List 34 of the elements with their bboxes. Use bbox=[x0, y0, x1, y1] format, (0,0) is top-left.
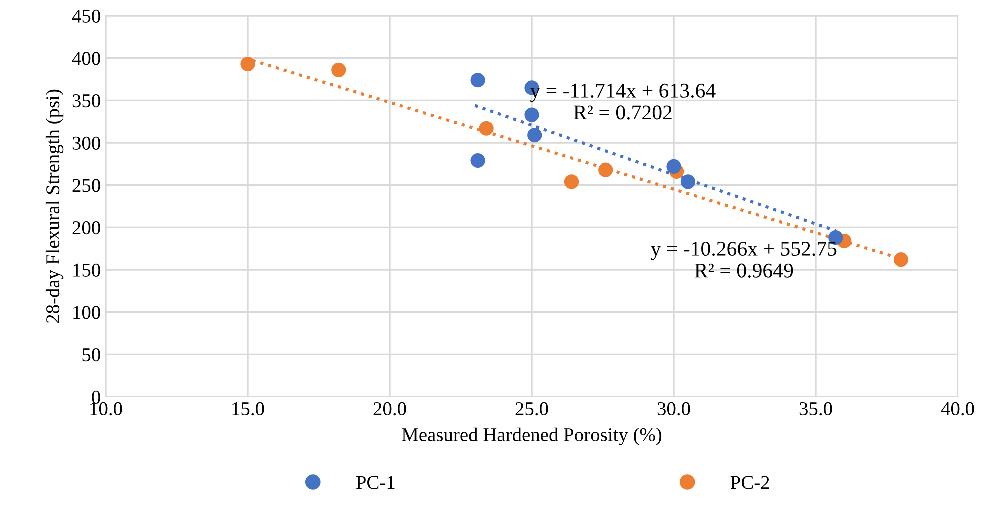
annotation: y = -10.266x + 552.75 R² = 0.9649 bbox=[651, 242, 837, 278]
point bbox=[479, 121, 494, 136]
x-tick-label: 30.0 bbox=[658, 402, 690, 416]
y-tick-label: 150 bbox=[74, 264, 100, 277]
legend-label: PC-1 bbox=[356, 476, 395, 490]
x-tick-label: 15.0 bbox=[232, 402, 264, 416]
y-tick-label: 100 bbox=[74, 306, 100, 320]
legend-label: PC-2 bbox=[730, 476, 770, 490]
x-axis-title: Measured Hardened Porosity (%) bbox=[402, 428, 662, 446]
y-tick-label: 300 bbox=[72, 136, 100, 150]
y-axis-title: 28-day Flexural Strength (psi) bbox=[46, 90, 64, 324]
y-tick-label: 450 bbox=[72, 10, 100, 23]
x-tick-label: 10.0 bbox=[90, 402, 122, 416]
x-tick-label: 35.0 bbox=[800, 402, 832, 416]
point bbox=[240, 56, 256, 72]
point bbox=[894, 252, 908, 268]
y-tick-label: 250 bbox=[72, 179, 100, 192]
point bbox=[666, 159, 682, 174]
y-tick-label: 50 bbox=[82, 348, 100, 362]
y-tick-label: 0 bbox=[92, 390, 100, 404]
point bbox=[680, 174, 696, 190]
y-tick-label: 400 bbox=[72, 52, 100, 66]
point bbox=[470, 153, 486, 168]
point bbox=[528, 128, 542, 143]
point bbox=[524, 108, 540, 122]
x-tick-label: 40.0 bbox=[941, 402, 974, 416]
point bbox=[332, 62, 346, 78]
y-tick-label: 200 bbox=[72, 221, 100, 235]
x-tick-label: 25.0 bbox=[516, 402, 548, 416]
point bbox=[470, 73, 486, 88]
x-tick-label: 20.0 bbox=[374, 402, 406, 416]
y-tick-label: 350 bbox=[72, 94, 100, 108]
point bbox=[564, 174, 580, 190]
point bbox=[598, 162, 614, 178]
